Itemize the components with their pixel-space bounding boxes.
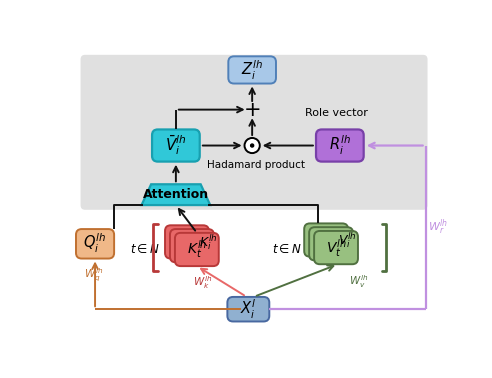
Text: $W_k^{lh}$: $W_k^{lh}$ — [193, 274, 212, 291]
Text: Attention: Attention — [143, 188, 209, 201]
FancyBboxPatch shape — [304, 223, 348, 257]
Text: $t \in N$: $t \in N$ — [130, 243, 160, 256]
Text: $K_i^{lh}$: $K_i^{lh}$ — [199, 232, 218, 252]
Text: $t \in N$: $t \in N$ — [272, 243, 302, 256]
FancyBboxPatch shape — [316, 130, 364, 162]
Text: +: + — [244, 100, 261, 119]
Text: $R_i^{lh}$: $R_i^{lh}$ — [329, 134, 351, 157]
FancyBboxPatch shape — [314, 231, 358, 264]
Text: $W_q^{lh}$: $W_q^{lh}$ — [84, 266, 103, 284]
Text: $W_r^{lh}$: $W_r^{lh}$ — [429, 218, 449, 237]
Text: $K_t^{lh}$: $K_t^{lh}$ — [187, 239, 207, 260]
FancyBboxPatch shape — [309, 227, 353, 260]
Text: $V_i^{lh}$: $V_i^{lh}$ — [338, 230, 357, 250]
FancyBboxPatch shape — [81, 55, 428, 210]
Polygon shape — [142, 184, 210, 205]
Text: $Z_i^{lh}$: $Z_i^{lh}$ — [241, 58, 263, 82]
Text: Hadamard product: Hadamard product — [207, 160, 305, 170]
Circle shape — [245, 138, 260, 153]
Text: Role vector: Role vector — [305, 108, 368, 118]
FancyBboxPatch shape — [228, 56, 276, 84]
Text: $\bar{V}_i^{lh}$: $\bar{V}_i^{lh}$ — [165, 134, 186, 157]
FancyBboxPatch shape — [175, 233, 219, 266]
FancyBboxPatch shape — [165, 225, 209, 259]
FancyBboxPatch shape — [227, 297, 269, 321]
Text: $V_t^{lh}$: $V_t^{lh}$ — [326, 237, 346, 259]
Text: $Q_i^{lh}$: $Q_i^{lh}$ — [84, 232, 107, 256]
Text: $X_i^{l}$: $X_i^{l}$ — [240, 297, 257, 321]
FancyBboxPatch shape — [152, 130, 200, 162]
FancyBboxPatch shape — [76, 229, 114, 259]
Circle shape — [250, 144, 254, 147]
FancyBboxPatch shape — [170, 229, 214, 262]
Text: $W_v^{lh}$: $W_v^{lh}$ — [349, 273, 369, 290]
